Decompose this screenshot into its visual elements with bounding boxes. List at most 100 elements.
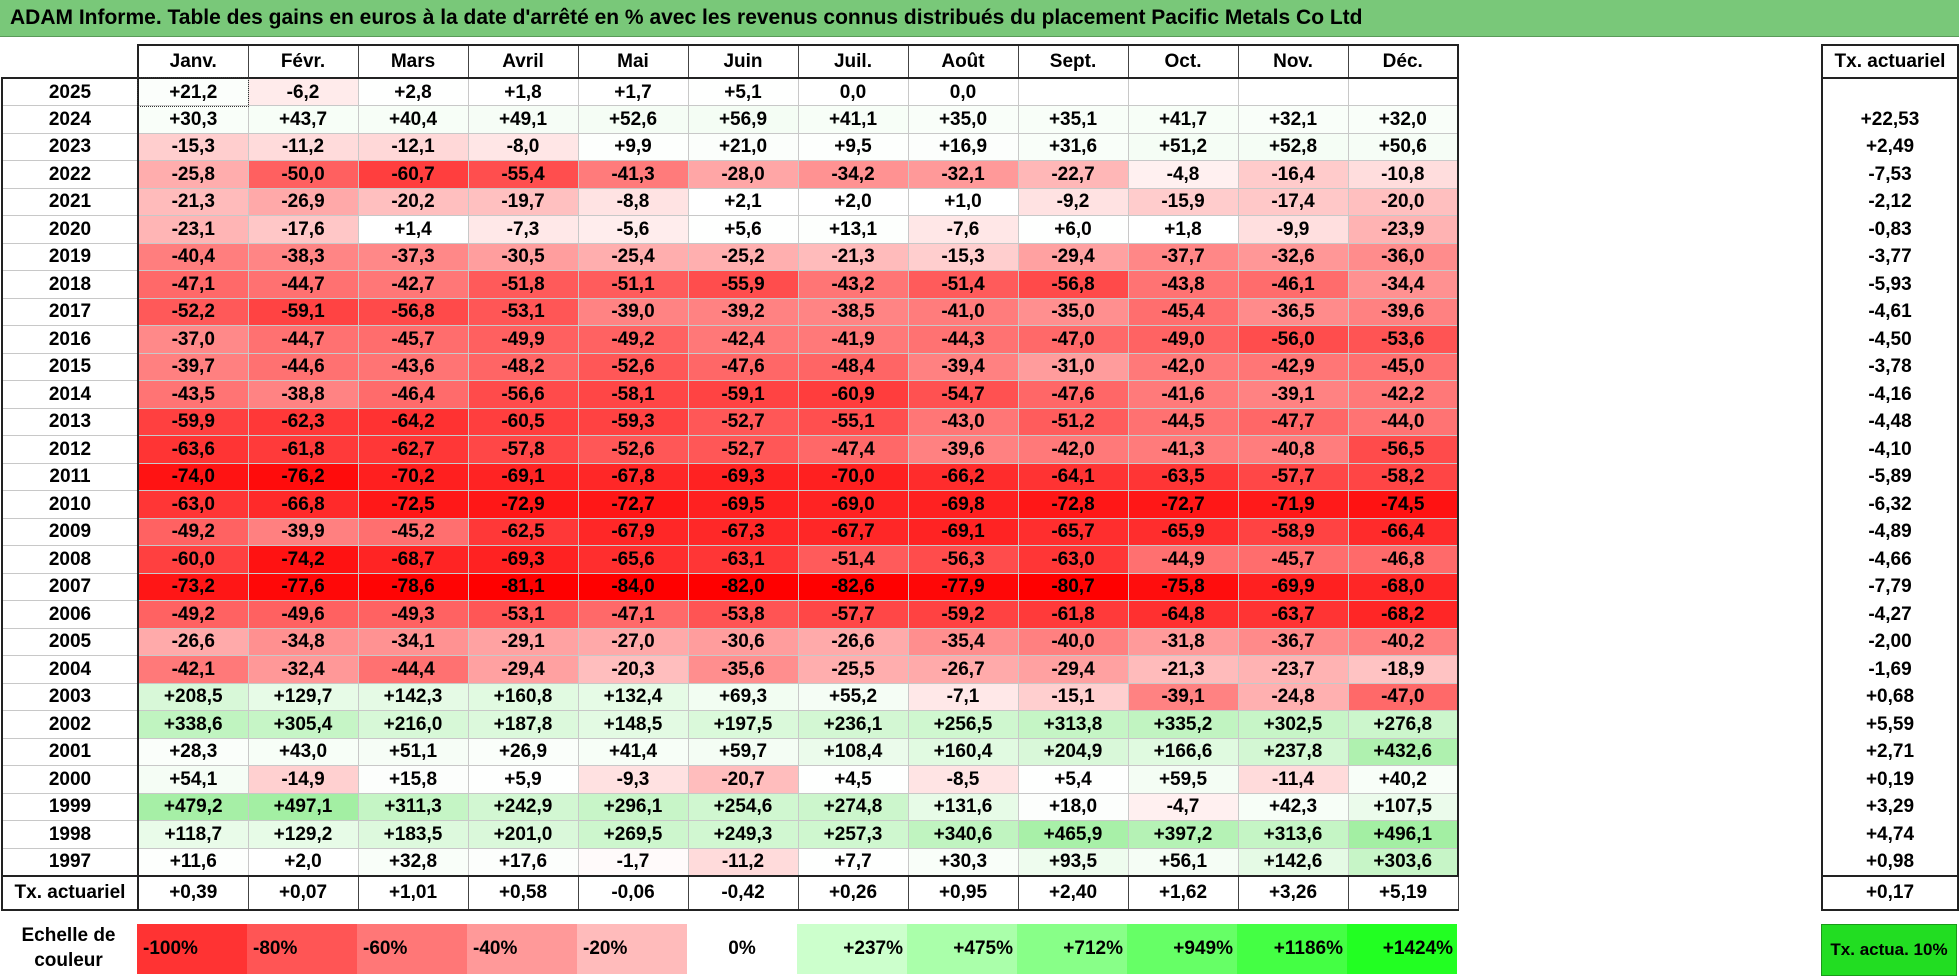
heatmap-cell: +254,6: [687, 792, 799, 821]
heatmap-cell: -56,5: [1347, 435, 1459, 464]
overall-actuarial-rate: +0,17: [1821, 874, 1959, 911]
heatmap-cell: -44,9: [1127, 545, 1239, 574]
heatmap-cell: +197,5: [687, 710, 799, 739]
actuarial-rate-cell: +4,74: [1821, 820, 1959, 848]
heatmap-cell: -82,6: [797, 572, 909, 601]
heatmap-cell: +35,0: [907, 105, 1019, 134]
heatmap-cell: -45,7: [1237, 545, 1349, 574]
heatmap-cell: +40,4: [357, 105, 469, 134]
heatmap-cell: +107,5: [1347, 792, 1459, 821]
heatmap-cell: -69,1: [907, 517, 1019, 546]
heatmap-cell: +397,2: [1127, 820, 1239, 849]
heatmap-cell: -31,8: [1127, 627, 1239, 656]
heatmap-cell: -26,6: [137, 627, 249, 656]
heatmap-cell: [1347, 77, 1459, 106]
heatmap-cell: -32,6: [1237, 242, 1349, 271]
heatmap-cell: -56,6: [467, 380, 579, 409]
heatmap-cell: -37,0: [137, 325, 249, 354]
heatmap-cell: -56,8: [357, 297, 469, 326]
heatmap-cell: -34,1: [357, 627, 469, 656]
month-header: Sept.: [1017, 44, 1129, 79]
heatmap-cell: -32,1: [907, 160, 1019, 189]
year-label: 2019: [1, 242, 139, 271]
year-label: 2024: [1, 105, 139, 134]
heatmap-cell: -47,6: [687, 352, 799, 381]
heatmap-cell: -26,7: [907, 655, 1019, 684]
heatmap-cell: +1,8: [1127, 215, 1239, 244]
heatmap-cell: -45,7: [357, 325, 469, 354]
heatmap-cell: +187,8: [467, 710, 579, 739]
footer-label: Tx. actuariel: [1, 874, 139, 911]
heatmap-cell: -44,6: [247, 352, 359, 381]
actuarial-rate-cell: -4,89: [1821, 518, 1959, 546]
heatmap-cell: -39,1: [1127, 682, 1239, 711]
month-header: Janv.: [137, 44, 249, 79]
heatmap-cell: [1127, 77, 1239, 106]
heatmap-cell: -64,1: [1017, 462, 1129, 491]
heatmap-cell: -44,7: [247, 325, 359, 354]
monthly-actuarial-rate: +1,62: [1127, 874, 1239, 911]
heatmap-cell: -52,6: [577, 435, 689, 464]
heatmap-cell: -42,1: [137, 655, 249, 684]
heatmap-cell: -61,8: [1017, 600, 1129, 629]
heatmap-cell: -34,4: [1347, 270, 1459, 299]
heatmap-cell: -25,2: [687, 242, 799, 271]
heatmap-cell: -22,7: [1017, 160, 1129, 189]
heatmap-cell: +5,1: [687, 77, 799, 106]
heatmap-cell: -36,7: [1237, 627, 1349, 656]
actuarial-rate-cell: -4,27: [1821, 600, 1959, 628]
heatmap-cell: +2,1: [687, 187, 799, 216]
heatmap-cell: -29,4: [1017, 242, 1129, 271]
color-scale-label: Echelle de couleur: [21, 925, 116, 971]
heatmap-cell: +1,8: [467, 77, 579, 106]
heatmap-cell: +52,8: [1237, 132, 1349, 161]
table-row: 2021 -21,3 -26,9 -20,2 -19,7 -8,8 +2,1 +2,0 +1,0…: [1, 187, 1459, 216]
heatmap-cell: +118,7: [137, 820, 249, 849]
heatmap-cell: -78,6: [357, 572, 469, 601]
heatmap-cell: -58,9: [1237, 517, 1349, 546]
heatmap-cell: +28,3: [137, 737, 249, 766]
heatmap-cell: -15,1: [1017, 682, 1129, 711]
heatmap-cell: -43,2: [797, 270, 909, 299]
heatmap-cell: +21,2: [137, 77, 249, 107]
heatmap-cell: -45,4: [1127, 297, 1239, 326]
color-scale-stop: 0%: [687, 924, 797, 974]
heatmap-cell: -38,5: [797, 297, 909, 326]
heatmap-cell: -44,3: [907, 325, 1019, 354]
month-header: Juin: [687, 44, 799, 79]
year-label: 2010: [1, 490, 139, 519]
actuarial-rate-cell: +0,98: [1821, 848, 1959, 876]
heatmap-cell: 0,0: [797, 77, 909, 106]
heatmap-cell: -74,2: [247, 545, 359, 574]
heatmap-cell: -57,7: [1237, 462, 1349, 491]
heatmap-cell: +142,3: [357, 682, 469, 711]
year-label: 2015: [1, 352, 139, 381]
heatmap-cell: -49,3: [357, 600, 469, 629]
heatmap-cell: -29,4: [1017, 655, 1129, 684]
actuarial-rate-cell: +22,53: [1821, 105, 1959, 133]
heatmap-cell: -53,1: [467, 600, 579, 629]
heatmap-cell: +51,1: [357, 737, 469, 766]
heatmap-cell: -49,2: [577, 325, 689, 354]
table-row: 2016 -37,0 -44,7 -45,7 -49,9 -49,2 -42,4 -41,9-…: [1, 325, 1459, 354]
heatmap-cell: +132,4: [577, 682, 689, 711]
heatmap-cell: -20,0: [1347, 187, 1459, 216]
heatmap-cell: +16,9: [907, 132, 1019, 161]
heatmap-cell: -49,2: [137, 517, 249, 546]
heatmap-cell: -15,9: [1127, 187, 1239, 216]
heatmap-cell: +55,2: [797, 682, 909, 711]
heatmap-cell: -41,6: [1127, 380, 1239, 409]
heatmap-cell: +274,8: [797, 792, 909, 821]
page-title: ADAM Informe. Table des gains en euros à…: [10, 6, 1363, 29]
heatmap-cell: +257,3: [797, 820, 909, 849]
heatmap-cell: +237,8: [1237, 737, 1349, 766]
heatmap-cell: -28,0: [687, 160, 799, 189]
heatmap-cell: -47,7: [1237, 407, 1349, 436]
actuarial-rate-cell: -7,53: [1821, 160, 1959, 188]
heatmap-cell: -47,4: [797, 435, 909, 464]
heatmap-cell: -72,8: [1017, 490, 1129, 519]
heatmap-cell: +56,1: [1127, 847, 1239, 876]
table-row: 2018 -47,1 -44,7 -42,7 -51,8 -51,1 -55,9 -43,2-…: [1, 270, 1459, 299]
table-row: 2011 -74,0 -76,2 -70,2 -69,1 -67,8 -69,3 -70,0-…: [1, 462, 1459, 491]
heatmap-cell: +11,6: [137, 847, 249, 876]
